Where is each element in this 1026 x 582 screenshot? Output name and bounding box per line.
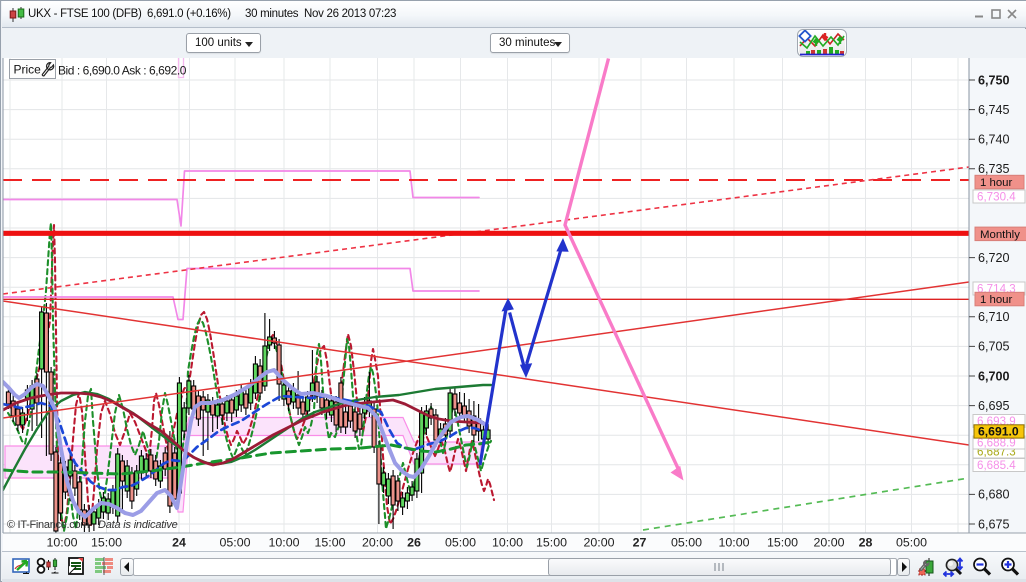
- svg-text:15:00: 15:00: [536, 536, 567, 550]
- svg-text:6,691.0: 6,691.0: [978, 424, 1019, 438]
- svg-text:10:00: 10:00: [268, 536, 299, 550]
- svg-text:15:00: 15:00: [91, 536, 122, 550]
- svg-text:6,710: 6,710: [978, 310, 1010, 324]
- svg-text:05:00: 05:00: [219, 536, 250, 550]
- svg-text:20:00: 20:00: [362, 536, 393, 550]
- svg-text:6,688.9: 6,688.9: [977, 437, 1016, 450]
- svg-text:Monthly: Monthly: [980, 229, 1020, 241]
- svg-text:10:00: 10:00: [718, 536, 749, 550]
- svg-text:05:00: 05:00: [671, 536, 702, 550]
- svg-text:1 hour: 1 hour: [980, 177, 1013, 189]
- svg-text:24: 24: [172, 536, 186, 550]
- svg-text:1 hour: 1 hour: [980, 294, 1013, 306]
- svg-text:Price: Price: [14, 63, 42, 77]
- svg-text:Data is indicative: Data is indicative: [98, 519, 178, 531]
- svg-text:© IT-Finance.com: © IT-Finance.com: [7, 519, 89, 531]
- svg-text:6,675: 6,675: [978, 517, 1010, 531]
- svg-text:10:00: 10:00: [46, 536, 77, 550]
- svg-text:6,735: 6,735: [978, 162, 1010, 176]
- svg-text:6,730.4: 6,730.4: [977, 191, 1016, 204]
- svg-text:6,720: 6,720: [978, 251, 1010, 265]
- svg-text:6,745: 6,745: [978, 103, 1010, 117]
- svg-text:27: 27: [633, 536, 647, 550]
- svg-text:15:00: 15:00: [314, 536, 345, 550]
- svg-text:10:00: 10:00: [492, 536, 523, 550]
- svg-text:28: 28: [859, 536, 873, 550]
- svg-text:05:00: 05:00: [896, 536, 927, 550]
- svg-text:6,680: 6,680: [978, 488, 1010, 502]
- svg-text:6,685.4: 6,685.4: [977, 459, 1016, 472]
- svg-text:6,700: 6,700: [978, 369, 1010, 383]
- svg-text:Bid : 6,690.0 Ask : 6,692.0: Bid : 6,690.0 Ask : 6,692.0: [58, 64, 187, 78]
- svg-text:6,750: 6,750: [978, 73, 1010, 87]
- svg-text:05:00: 05:00: [445, 536, 476, 550]
- svg-text:6,695: 6,695: [978, 399, 1010, 413]
- svg-text:15:00: 15:00: [767, 536, 798, 550]
- svg-text:26: 26: [407, 536, 421, 550]
- svg-text:20:00: 20:00: [813, 536, 844, 550]
- svg-text:20:00: 20:00: [583, 536, 614, 550]
- svg-text:6,740: 6,740: [978, 133, 1010, 147]
- svg-text:6,705: 6,705: [978, 340, 1010, 354]
